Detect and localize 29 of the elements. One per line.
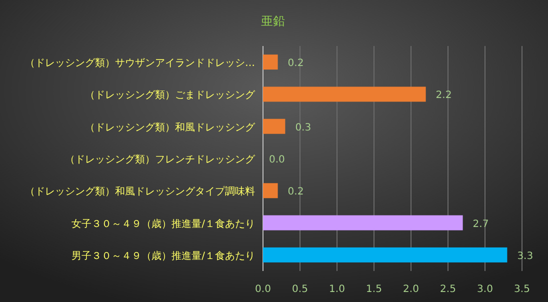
bar	[263, 118, 286, 134]
bar	[263, 215, 463, 230]
y-tick-label: （ドレッシング類）和風ドレッシングタイプ調味料	[25, 186, 255, 198]
y-tick-label: 女子３０～４９（歳）推進量/１食あたり	[72, 218, 255, 230]
x-tick-label: 1.5	[366, 284, 382, 295]
data-label: 2.2	[436, 90, 452, 102]
data-label: 3.3	[517, 250, 534, 262]
data-label: 0.3	[295, 122, 312, 134]
y-tick-label: （ドレッシング類）ごまドレッシング	[85, 89, 256, 102]
x-tick-label: 1.0	[329, 284, 345, 295]
data-label: 0.2	[288, 58, 304, 70]
bar	[263, 86, 426, 102]
data-label: 0.0	[269, 154, 285, 166]
x-tick-label: 2.0	[403, 284, 419, 295]
y-tick-label: （ドレッシング類）フレンチドレッシング	[65, 154, 256, 166]
bar	[263, 247, 508, 262]
x-tick-label: 3.0	[477, 284, 493, 295]
x-tick-label: 3.5	[514, 284, 530, 295]
x-tick-label: 2.5	[440, 284, 456, 295]
y-tick-label: （ドレッシング類）サウザンアイランドドレッシ…	[25, 57, 255, 70]
chart-title: 亜鉛	[261, 14, 285, 28]
y-tick-label: 男子３０～４９（歳）推進量/１食あたり	[72, 250, 255, 262]
bar	[263, 54, 278, 70]
x-tick-label: 0.0	[255, 284, 271, 295]
data-label: 2.7	[472, 218, 489, 230]
bar	[263, 183, 278, 198]
data-label: 0.2	[288, 186, 304, 198]
y-tick-label: （ドレッシング類）和風ドレッシング	[85, 121, 256, 134]
x-tick-label: 0.5	[292, 284, 308, 295]
